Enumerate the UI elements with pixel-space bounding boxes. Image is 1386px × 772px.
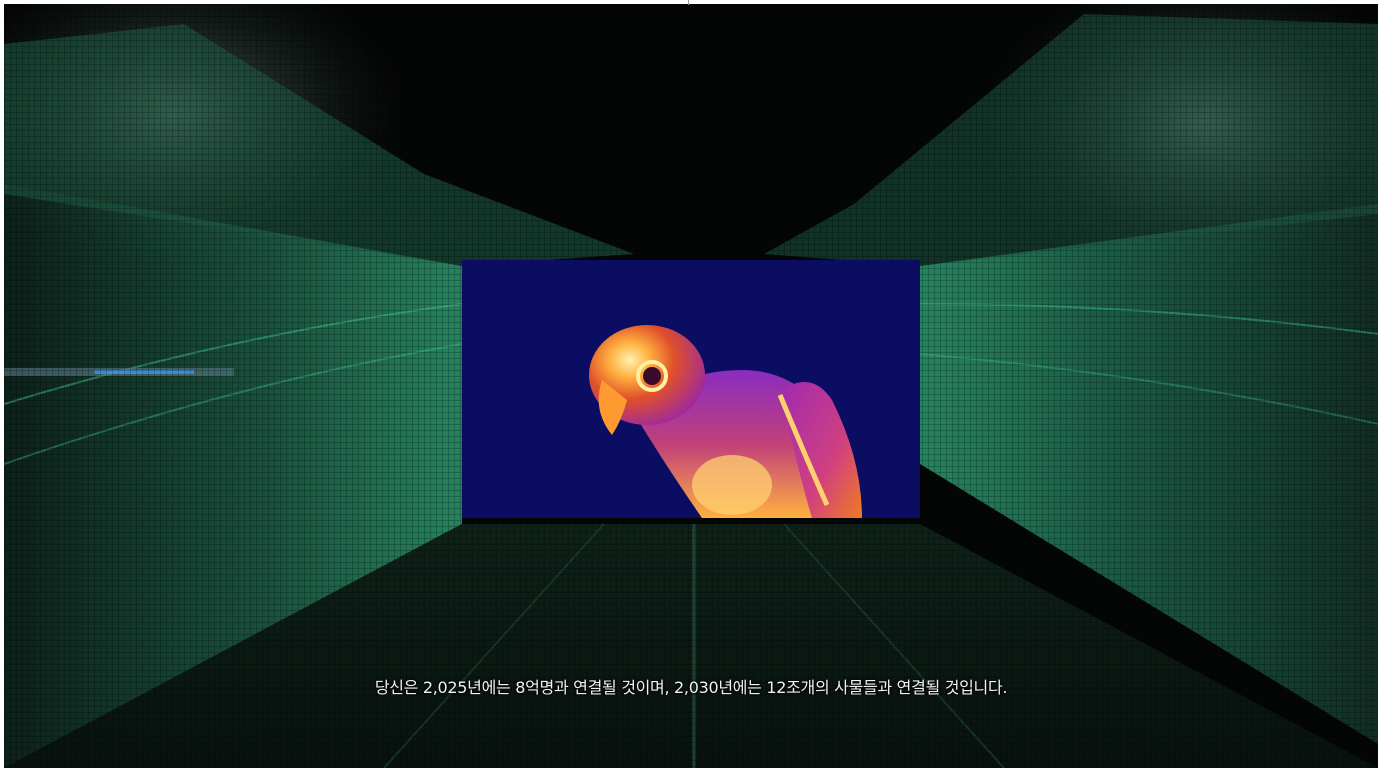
- thermal-image-inset: [462, 260, 920, 518]
- top-marker: [688, 0, 689, 5]
- thermal-parrot-icon: [462, 260, 920, 518]
- video-frame: 당신은 2,025년에는 8억명과 연결될 것이며, 2,030년에는 12조개…: [4, 4, 1378, 768]
- subtitle-caption: 당신은 2,025년에는 8억명과 연결될 것이며, 2,030년에는 12조개…: [374, 678, 1008, 697]
- lidar-point-cloud-icon: [4, 4, 1378, 768]
